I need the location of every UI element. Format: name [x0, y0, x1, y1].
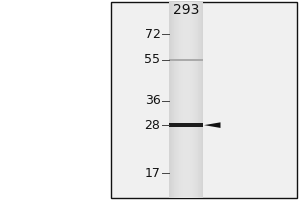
Bar — [172, 2, 173, 198]
Text: 17: 17 — [145, 167, 160, 180]
Bar — [177, 2, 178, 198]
Bar — [197, 2, 198, 198]
Bar — [198, 2, 199, 198]
Bar — [169, 2, 170, 198]
Bar — [111, 2, 297, 198]
Bar — [186, 2, 187, 198]
Bar — [182, 2, 183, 198]
Bar — [192, 2, 193, 198]
Bar — [181, 2, 182, 198]
Bar — [189, 2, 190, 198]
Bar — [178, 2, 179, 198]
Bar — [169, 59, 202, 61]
Text: 55: 55 — [145, 53, 160, 66]
Bar — [175, 2, 176, 198]
Bar — [196, 2, 197, 198]
Bar — [179, 2, 180, 198]
Bar — [194, 2, 195, 198]
Text: 28: 28 — [145, 119, 160, 132]
Bar — [199, 2, 200, 198]
Bar — [170, 2, 171, 198]
Bar — [202, 2, 203, 198]
Bar — [190, 2, 191, 198]
Bar — [195, 2, 196, 198]
Bar — [183, 2, 184, 198]
Bar — [184, 2, 185, 198]
Bar — [201, 2, 202, 198]
Bar — [185, 2, 186, 198]
Bar — [174, 2, 175, 198]
Text: 36: 36 — [145, 94, 160, 107]
Bar — [173, 2, 174, 198]
Bar — [176, 2, 177, 198]
Bar — [193, 2, 194, 198]
Text: 72: 72 — [145, 28, 160, 41]
Bar — [174, 2, 175, 198]
Bar — [169, 123, 202, 127]
Bar — [191, 2, 192, 198]
Bar — [188, 2, 189, 198]
Text: 293: 293 — [173, 3, 199, 17]
Bar — [171, 2, 172, 198]
Polygon shape — [204, 122, 220, 128]
Bar — [187, 2, 188, 198]
Bar — [180, 2, 181, 198]
Bar — [200, 2, 201, 198]
